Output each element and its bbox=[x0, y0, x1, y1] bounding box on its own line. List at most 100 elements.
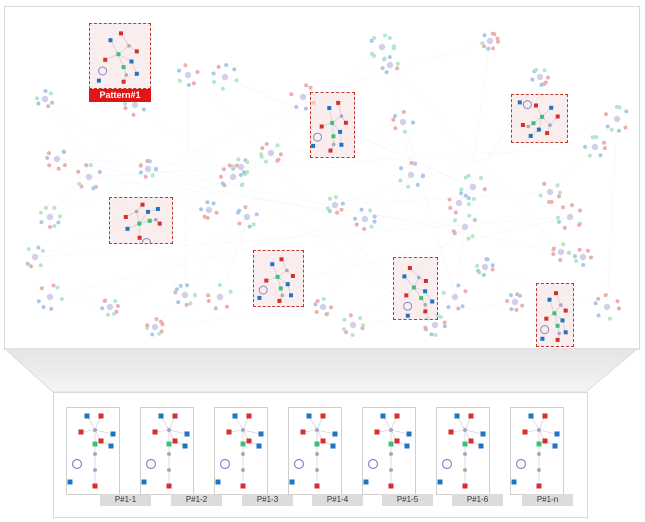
motif-node bbox=[110, 431, 116, 437]
motif-hub bbox=[389, 468, 393, 472]
hub-node bbox=[511, 298, 519, 306]
motif-node bbox=[423, 309, 428, 314]
leaf-node bbox=[392, 44, 396, 49]
node-cluster bbox=[138, 159, 158, 179]
motif-hub bbox=[315, 452, 319, 456]
network-link bbox=[34, 176, 234, 258]
motif-hub bbox=[559, 303, 563, 307]
motif-hub bbox=[537, 452, 541, 456]
leaf-node bbox=[243, 158, 248, 163]
leaf-node bbox=[604, 112, 608, 117]
leaf-node bbox=[451, 229, 456, 234]
motif-link bbox=[272, 264, 278, 278]
leaf-node bbox=[603, 293, 608, 298]
network-link bbox=[219, 152, 272, 298]
motif-node bbox=[240, 441, 246, 447]
leaf-node bbox=[214, 210, 219, 215]
leaf-node bbox=[467, 213, 472, 218]
leaf-node bbox=[115, 304, 120, 308]
motif-node bbox=[332, 431, 338, 437]
motif-link bbox=[390, 429, 410, 435]
motif-hub bbox=[389, 452, 393, 456]
node-cluster bbox=[573, 247, 593, 267]
pattern-box-7[interactable] bbox=[536, 283, 574, 347]
leaf-node bbox=[275, 158, 280, 163]
pattern-box-3[interactable] bbox=[511, 94, 568, 143]
motif-node bbox=[563, 330, 568, 335]
motif-node bbox=[285, 282, 290, 287]
leaf-node bbox=[614, 105, 619, 109]
pattern-box-6[interactable] bbox=[393, 257, 438, 320]
leaf-node bbox=[39, 220, 44, 225]
network-link bbox=[549, 146, 596, 193]
motif-node bbox=[536, 441, 542, 447]
leaf-node bbox=[598, 153, 603, 158]
leaf-node bbox=[406, 184, 411, 189]
instance-thumbnail-5[interactable] bbox=[362, 407, 416, 495]
motif-node bbox=[121, 65, 126, 70]
leaf-node bbox=[353, 216, 357, 221]
leaf-node bbox=[358, 316, 363, 321]
motif-node bbox=[554, 431, 560, 437]
leaf-node bbox=[185, 283, 189, 288]
instance-motif bbox=[141, 413, 190, 489]
instance-thumbnail-2[interactable] bbox=[140, 407, 194, 495]
leaf-node bbox=[393, 114, 397, 118]
leaf-node bbox=[387, 36, 392, 40]
motif-link bbox=[549, 299, 555, 314]
node-cluster bbox=[219, 163, 246, 188]
node-cluster bbox=[289, 83, 316, 111]
motif-node bbox=[555, 337, 560, 342]
motif-node bbox=[134, 49, 139, 54]
leaf-node bbox=[41, 305, 46, 310]
leaf-node bbox=[441, 290, 446, 295]
instance-thumbnail-6[interactable] bbox=[436, 407, 490, 495]
pattern-box-2[interactable] bbox=[310, 92, 355, 158]
instance-motif bbox=[437, 413, 486, 489]
leaf-node bbox=[359, 207, 364, 212]
leaf-node bbox=[321, 297, 326, 301]
pattern-box-5[interactable] bbox=[253, 250, 304, 307]
leaf-node bbox=[328, 196, 332, 201]
motif-node bbox=[540, 114, 545, 119]
leaf-node bbox=[590, 135, 595, 140]
network-link bbox=[352, 301, 516, 326]
leaf-node bbox=[193, 293, 197, 298]
leaf-node bbox=[395, 61, 400, 66]
motif-link bbox=[316, 429, 336, 435]
leaf-node bbox=[543, 80, 548, 85]
leaf-node bbox=[495, 36, 500, 41]
network-link bbox=[454, 40, 491, 298]
leaf-node bbox=[471, 197, 476, 201]
instance-thumbnail-3[interactable] bbox=[214, 407, 268, 495]
pattern-box-4[interactable] bbox=[109, 197, 173, 244]
motif-node bbox=[555, 323, 560, 328]
hub-node bbox=[461, 223, 469, 231]
instance-thumbnail-7[interactable] bbox=[510, 407, 564, 495]
hub-node bbox=[451, 293, 459, 301]
motif-node bbox=[549, 105, 554, 110]
network-view-panel[interactable]: Pattern#1 bbox=[4, 6, 640, 350]
leaf-node bbox=[453, 218, 457, 223]
node-cluster bbox=[35, 89, 55, 109]
leaf-node bbox=[472, 218, 477, 222]
motif-link bbox=[168, 429, 188, 435]
motif-node bbox=[290, 274, 295, 278]
instance-thumbnail-4[interactable] bbox=[288, 407, 342, 495]
leaf-node bbox=[211, 201, 216, 206]
leaf-node bbox=[382, 57, 387, 62]
leaf-node bbox=[232, 67, 237, 72]
network-link bbox=[44, 98, 149, 170]
hub-node bbox=[267, 149, 275, 157]
motif-node bbox=[108, 443, 114, 449]
hub-node bbox=[221, 73, 229, 81]
instance-thumbnail-1[interactable] bbox=[66, 407, 120, 495]
leaf-node bbox=[368, 208, 373, 213]
network-link bbox=[224, 76, 474, 188]
leaf-node bbox=[479, 176, 483, 180]
pattern-box-1[interactable] bbox=[89, 23, 151, 89]
motif-node bbox=[264, 278, 269, 283]
motif-ring bbox=[515, 458, 527, 470]
leaf-node bbox=[184, 302, 189, 307]
network-link bbox=[458, 76, 541, 204]
